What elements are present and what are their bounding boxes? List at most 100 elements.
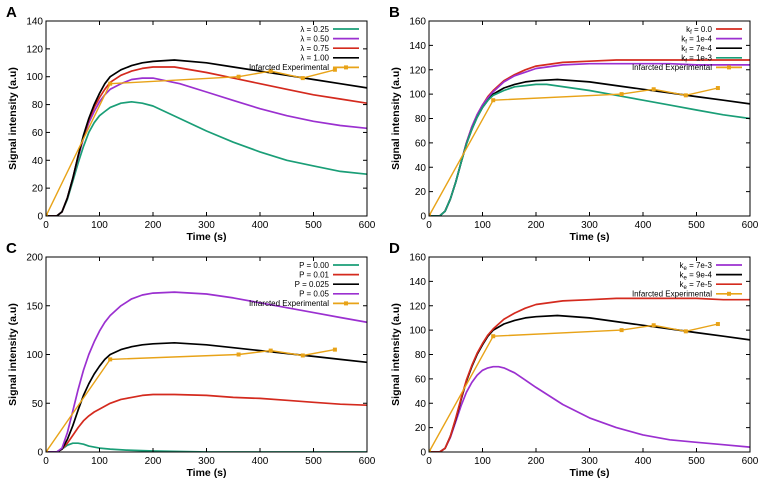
y-tick-label: 160	[409, 253, 426, 264]
x-tick-label: 400	[635, 456, 652, 467]
data-point	[46, 450, 48, 452]
data-point	[332, 347, 337, 352]
y-tick-label: 20	[32, 184, 44, 195]
y-tick-label: 100	[409, 326, 426, 337]
x-tick-label: 500	[688, 456, 705, 467]
series-line-3	[46, 59, 367, 216]
series-line-3	[429, 323, 719, 452]
series-line-1	[46, 393, 367, 452]
panel-c: C 0 100 200 300 400 500 600 0 50 100 150 200 Time (s)…	[6, 240, 376, 479]
x-tick-label: 600	[742, 220, 759, 231]
legend-label: P = 0.025	[295, 280, 330, 289]
y-tick-label: 120	[409, 301, 426, 312]
x-tick-label: 200	[528, 220, 545, 231]
data-point	[268, 348, 273, 353]
data-point	[46, 214, 48, 216]
x-tick-label: 300	[198, 456, 215, 467]
legend-label: P = 0.01	[299, 270, 329, 279]
y-tick-label: 0	[420, 448, 426, 459]
panel-label: C	[6, 240, 17, 257]
data-point	[300, 353, 305, 358]
legend-marker	[727, 65, 731, 70]
y-axis-label: Signal intensity (a.u)	[7, 303, 19, 406]
legend-marker	[344, 301, 348, 306]
panel-label: B	[389, 4, 400, 21]
y-axis-label: Signal intensity (a.u)	[390, 303, 402, 406]
x-tick-label: 100	[91, 456, 108, 467]
x-tick-label: 600	[742, 456, 759, 467]
y-tick-label: 200	[26, 253, 43, 264]
legend-label: P = 0.00	[299, 261, 329, 270]
y-tick-label: 40	[415, 163, 427, 174]
panel-a: A 0 100 200 300 400 500 600 0 20 40 60 80 100 120 140 Ti…	[6, 4, 376, 243]
data-point	[619, 92, 624, 97]
data-point	[619, 328, 624, 333]
y-tick-label: 0	[420, 212, 426, 223]
data-point	[651, 323, 656, 328]
legend-label: Infarcted Experimental	[632, 290, 712, 299]
panel-label: A	[6, 4, 17, 21]
x-tick-label: 200	[528, 456, 545, 467]
legend-label: λ = 0.50	[300, 34, 329, 43]
series-line-3	[429, 83, 750, 216]
data-point	[429, 214, 431, 216]
series-line-4	[429, 87, 719, 216]
legend-label: kf = 1e-4	[681, 34, 712, 45]
y-tick-label: 80	[415, 350, 427, 361]
x-tick-label: 500	[305, 220, 322, 231]
x-tick-label: 300	[581, 220, 598, 231]
series-line-1	[429, 62, 750, 216]
data-point	[683, 329, 688, 334]
data-point	[108, 81, 113, 86]
y-tick-label: 60	[415, 138, 427, 149]
series-line-0	[429, 365, 750, 452]
x-axis-label: Time (s)	[186, 467, 226, 478]
y-tick-label: 60	[415, 374, 427, 385]
legend-label: ke = 7e-3	[680, 261, 713, 272]
series-line-1	[429, 314, 750, 452]
legend-label: Infarcted Experimental	[249, 63, 329, 72]
x-tick-label: 0	[43, 220, 49, 231]
data-point	[268, 69, 273, 74]
y-tick-label: 20	[415, 187, 427, 198]
legend-marker	[344, 65, 348, 70]
x-tick-label: 300	[581, 456, 598, 467]
x-tick-label: 100	[474, 220, 491, 231]
x-tick-label: 500	[305, 456, 322, 467]
data-point	[332, 67, 337, 72]
y-tick-label: 0	[37, 212, 43, 223]
data-point	[236, 74, 241, 79]
y-tick-label: 100	[26, 350, 43, 361]
x-tick-label: 400	[635, 220, 652, 231]
y-tick-label: 100	[26, 72, 43, 83]
series-group	[46, 59, 367, 216]
x-axis-label: Time (s)	[186, 231, 226, 243]
x-tick-label: 200	[145, 220, 162, 231]
x-tick-label: 600	[359, 220, 376, 231]
legend-label: ke = 9e-4	[680, 270, 713, 281]
x-tick-label: 0	[43, 456, 49, 467]
data-point	[300, 76, 305, 81]
x-tick-label: 300	[198, 220, 215, 231]
data-point	[715, 86, 720, 91]
x-axis-label: Time (s)	[569, 231, 609, 243]
y-tick-label: 80	[32, 100, 44, 111]
legend: kf = 0.0kf = 1e-4kf = 7e-4kf = 1e-3Infar…	[632, 25, 742, 72]
legend-marker	[727, 291, 731, 296]
data-point	[429, 450, 431, 452]
y-tick-label: 50	[32, 399, 44, 410]
data-point	[236, 352, 241, 357]
series-group	[46, 291, 367, 452]
x-tick-label: 400	[252, 220, 269, 231]
y-tick-label: 140	[26, 17, 43, 28]
y-axis-label: Signal intensity (a.u)	[390, 67, 402, 170]
panel-d: D 0 100 200 300 400 500 600 0 20 40 60 80 100 120 140 16…	[389, 240, 759, 479]
y-tick-label: 100	[409, 90, 426, 101]
y-axis-label: Signal intensity (a.u)	[7, 67, 19, 170]
x-tick-label: 0	[426, 456, 432, 467]
x-tick-label: 400	[252, 456, 269, 467]
panel-b: B 0 100 200 300 400 500 600 0 20 40 60 80 100 120 140 16…	[389, 4, 759, 243]
